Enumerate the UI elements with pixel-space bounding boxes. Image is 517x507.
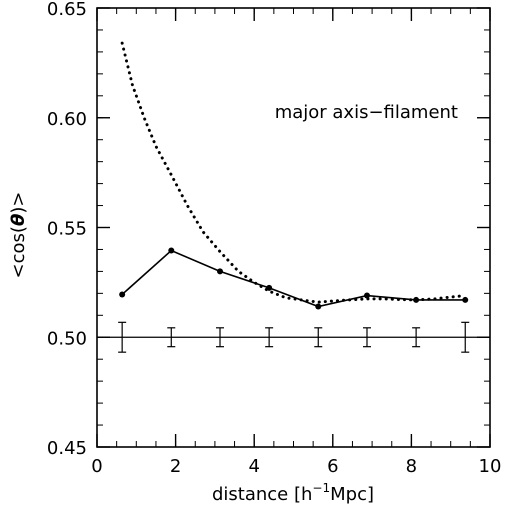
data-point — [119, 291, 125, 297]
y-tick-label: 0.55 — [47, 219, 87, 240]
x-axis-title: distance [h−1Mpc] — [212, 481, 374, 505]
data-point — [413, 297, 419, 303]
annotation-label: major axis−filament — [275, 102, 458, 123]
x-tick-label: 10 — [479, 456, 502, 477]
x-tick-label: 8 — [406, 456, 417, 477]
x-tick-labels: 0 2 4 6 8 10 — [91, 456, 501, 477]
data-point — [364, 293, 370, 299]
dotted-series-line — [122, 43, 465, 302]
y-axis-title: <cos(θ)> — [8, 192, 29, 279]
x-tick-label: 4 — [248, 456, 259, 477]
data-point — [266, 285, 272, 291]
data-point — [217, 268, 223, 274]
data-point — [168, 248, 174, 254]
y-tick-label: 0.45 — [47, 438, 87, 459]
y-tick-label: 0.65 — [47, 0, 87, 20]
y-tick-label: 0.50 — [47, 328, 87, 349]
data-point — [315, 304, 321, 310]
plot-frame — [97, 8, 490, 447]
y-tick-labels: 0.45 0.50 0.55 0.60 0.65 — [47, 0, 87, 459]
x-tick-label: 2 — [170, 456, 181, 477]
y-tick-label: 0.60 — [47, 109, 87, 130]
minor-ticks — [97, 8, 490, 447]
x-tick-label: 0 — [91, 456, 102, 477]
solid-series-markers — [119, 248, 468, 310]
major-ticks — [97, 8, 490, 447]
data-point — [462, 297, 468, 303]
x-tick-label: 6 — [327, 456, 338, 477]
